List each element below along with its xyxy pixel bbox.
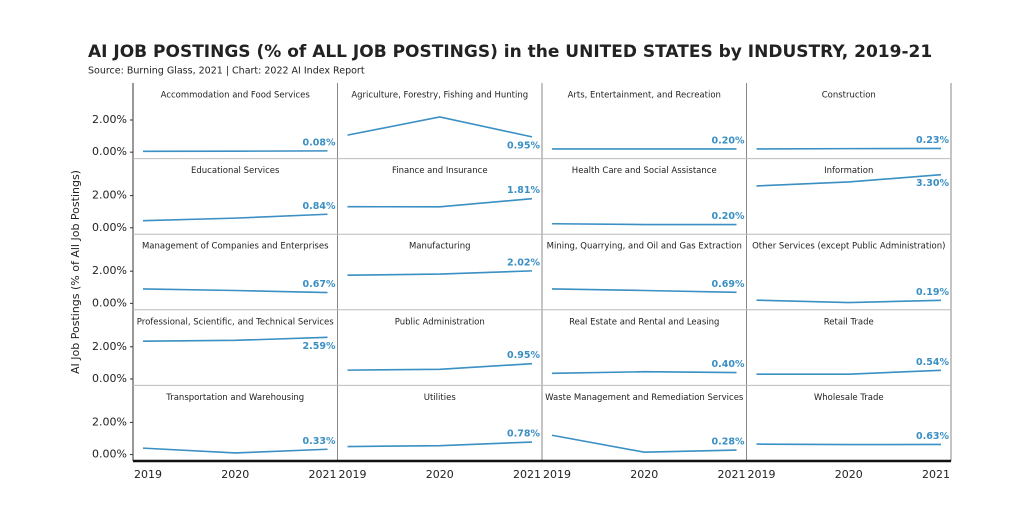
panel-title: Other Services (except Public Administra… [752, 242, 945, 252]
line-series [551, 288, 737, 294]
value-label: 0.84% [303, 201, 336, 212]
panel-title: Finance and Insurance [392, 166, 488, 176]
panel-title: Waste Management and Remediation Service… [545, 393, 744, 403]
x-tick-label: 2019 [543, 468, 571, 481]
x-tick-label: 2021 [513, 468, 541, 481]
panel-title: Manufacturing [409, 242, 471, 252]
value-label: 0.33% [303, 436, 336, 447]
y-tick-label: 0.00% [92, 448, 127, 461]
panel-title: Professional, Scientific, and Technical … [137, 317, 334, 327]
chart-title: AI JOB POSTINGS (% of ALL JOB POSTINGS) … [88, 42, 932, 62]
y-tick-label: 0.00% [92, 372, 127, 385]
panel-title: Arts, Entertainment, and Recreation [568, 91, 721, 101]
value-label: 0.54% [916, 357, 949, 368]
line-series [142, 213, 328, 222]
value-label: 0.95% [507, 140, 540, 151]
y-tick-label: 2.00% [92, 264, 127, 277]
x-tick-label: 2020 [221, 468, 249, 481]
panel-title: Agriculture, Forestry, Fishing and Hunti… [351, 91, 528, 101]
panel-title: Wholesale Trade [814, 393, 884, 403]
x-tick-label: 2021 [922, 468, 950, 481]
value-label: 0.67% [303, 279, 336, 290]
line-series [551, 222, 737, 226]
value-label: 0.08% [303, 137, 336, 148]
panel-title: Construction [822, 91, 876, 101]
line-series [142, 447, 328, 454]
value-label: 0.69% [712, 279, 745, 290]
panel-title: Mining, Quarrying, and Oil and Gas Extra… [547, 242, 742, 252]
line-series [347, 362, 533, 371]
x-tick-label: 2021 [309, 468, 337, 481]
value-label: 0.20% [712, 135, 745, 146]
x-tick-label: 2020 [630, 468, 658, 481]
panel-title: Information [824, 166, 873, 176]
panel-title: Accommodation and Food Services [161, 91, 311, 101]
line-series [347, 197, 533, 208]
line-series [756, 369, 942, 375]
value-label: 2.02% [507, 257, 540, 268]
value-label: 0.63% [916, 431, 949, 442]
line-series [142, 288, 328, 294]
x-tick-label: 2019 [134, 468, 162, 481]
y-tick-label: 0.00% [92, 296, 127, 309]
y-tick-label: 2.00% [92, 415, 127, 428]
y-axis-label: AI Job Postings (% of All Job Postings) [69, 170, 82, 374]
x-tick-label: 2019 [339, 468, 367, 481]
value-label: 3.30% [916, 178, 949, 189]
x-tick-label: 2021 [718, 468, 746, 481]
line-series [551, 370, 737, 375]
value-label: 0.40% [712, 359, 745, 370]
value-label: 2.59% [303, 341, 336, 352]
panel-title: Management of Companies and Enterprises [142, 242, 329, 252]
line-series [756, 299, 942, 304]
x-tick-label: 2020 [426, 468, 454, 481]
panel-title: Educational Services [191, 166, 280, 176]
line-series [347, 270, 533, 277]
value-label: 0.28% [712, 437, 745, 448]
chart-subtitle: Source: Burning Glass, 2021 | Chart: 202… [88, 66, 365, 77]
x-tick-label: 2019 [748, 468, 776, 481]
value-label: 0.19% [916, 287, 949, 298]
y-tick-label: 0.00% [92, 221, 127, 234]
panel-title: Transportation and Warehousing [165, 393, 304, 403]
value-label: 0.20% [712, 211, 745, 222]
panel-title: Health Care and Social Assistance [572, 166, 717, 176]
panel-title: Utilities [424, 393, 457, 403]
x-tick-label: 2020 [835, 468, 863, 481]
panel-title: Public Administration [395, 317, 485, 327]
value-label: 0.23% [916, 135, 949, 146]
line-series [347, 116, 533, 138]
value-label: 0.95% [507, 350, 540, 361]
panel-title: Real Estate and Rental and Leasing [569, 317, 719, 327]
value-label: 0.78% [507, 429, 540, 440]
y-tick-label: 0.00% [92, 145, 127, 158]
line-series [756, 173, 942, 187]
value-label: 1.81% [507, 185, 540, 196]
y-tick-label: 2.00% [92, 340, 127, 353]
line-series [142, 336, 328, 342]
y-tick-label: 2.00% [92, 189, 127, 202]
panel-title: Retail Trade [824, 317, 874, 327]
y-tick-label: 2.00% [92, 113, 127, 126]
line-series [551, 434, 737, 453]
line-series [347, 441, 533, 448]
